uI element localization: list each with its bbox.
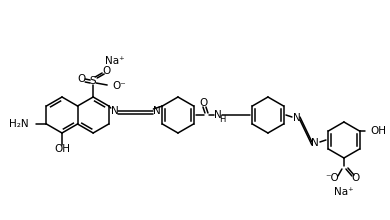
Text: ⁻O: ⁻O [325, 173, 339, 183]
Text: H: H [219, 116, 225, 125]
Text: N: N [293, 113, 301, 123]
Text: O: O [77, 74, 85, 84]
Text: O: O [352, 173, 360, 183]
Text: N: N [111, 106, 119, 116]
Text: OH: OH [370, 126, 386, 136]
Text: H₂N: H₂N [9, 119, 28, 129]
Text: S: S [90, 76, 96, 86]
Text: N: N [152, 106, 160, 116]
Text: Na⁺: Na⁺ [105, 56, 125, 66]
Text: Na⁺: Na⁺ [334, 187, 354, 197]
Text: O: O [102, 66, 110, 76]
Text: O⁻: O⁻ [112, 81, 126, 91]
Text: O: O [200, 98, 208, 108]
Text: N: N [214, 110, 222, 120]
Text: OH: OH [54, 144, 70, 154]
Text: N: N [311, 138, 319, 148]
